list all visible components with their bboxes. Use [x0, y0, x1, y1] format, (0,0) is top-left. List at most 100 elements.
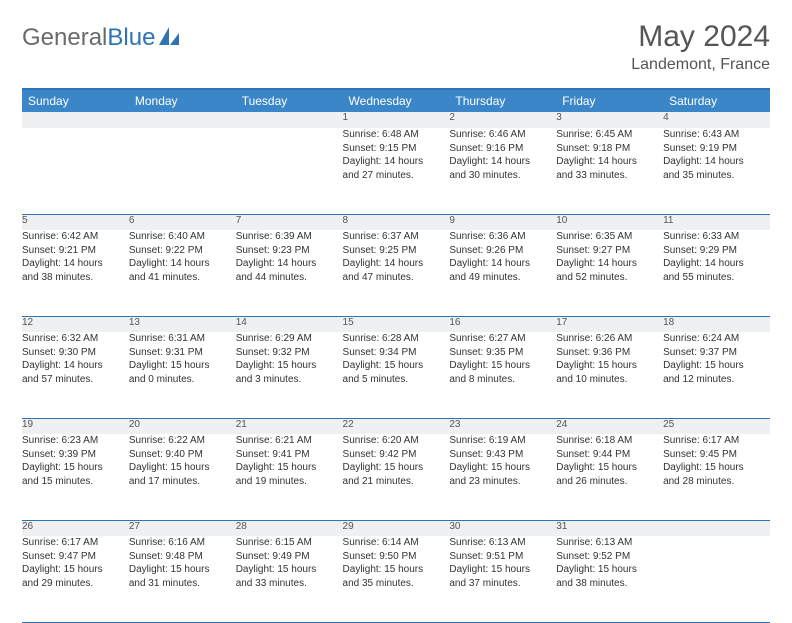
daylight-text: and 26 minutes. [556, 475, 663, 489]
daylight-text: and 28 minutes. [663, 475, 770, 489]
daylight-text: Daylight: 14 hours [22, 257, 129, 271]
daylight-text: Daylight: 15 hours [556, 461, 663, 475]
sunrise-text: Sunrise: 6:14 AM [343, 536, 450, 550]
daylight-text: and 5 minutes. [343, 373, 450, 387]
day-info-row: Sunrise: 6:48 AMSunset: 9:15 PMDaylight:… [22, 128, 770, 214]
daylight-text: and 35 minutes. [663, 169, 770, 183]
sunrise-text: Sunrise: 6:39 AM [236, 230, 343, 244]
day-info-cell: Sunrise: 6:42 AMSunset: 9:21 PMDaylight:… [22, 230, 129, 316]
daylight-text: and 15 minutes. [22, 475, 129, 489]
sunset-text: Sunset: 9:47 PM [22, 550, 129, 564]
day-info-cell: Sunrise: 6:36 AMSunset: 9:26 PMDaylight:… [449, 230, 556, 316]
daylight-text: and 3 minutes. [236, 373, 343, 387]
day-number-cell [129, 112, 236, 128]
daylight-text: Daylight: 15 hours [236, 359, 343, 373]
sunrise-text: Sunrise: 6:37 AM [343, 230, 450, 244]
daylight-text: Daylight: 14 hours [663, 257, 770, 271]
daylight-text: Daylight: 15 hours [449, 563, 556, 577]
sunset-text: Sunset: 9:49 PM [236, 550, 343, 564]
sunrise-text: Sunrise: 6:13 AM [556, 536, 663, 550]
sunset-text: Sunset: 9:50 PM [343, 550, 450, 564]
day-number-cell: 31 [556, 520, 663, 536]
day-info-cell: Sunrise: 6:40 AMSunset: 9:22 PMDaylight:… [129, 230, 236, 316]
daylight-text: Daylight: 15 hours [343, 563, 450, 577]
sunrise-text: Sunrise: 6:46 AM [449, 128, 556, 142]
day-info-cell: Sunrise: 6:46 AMSunset: 9:16 PMDaylight:… [449, 128, 556, 214]
month-title: May 2024 [631, 20, 770, 54]
sunrise-text: Sunrise: 6:29 AM [236, 332, 343, 346]
day-number-cell: 23 [449, 418, 556, 434]
weekday-header: Wednesday [343, 89, 450, 112]
day-number-cell: 13 [129, 316, 236, 332]
day-number-cell: 24 [556, 418, 663, 434]
sunrise-text: Sunrise: 6:18 AM [556, 434, 663, 448]
daylight-text: and 33 minutes. [236, 577, 343, 591]
daylight-text: and 31 minutes. [129, 577, 236, 591]
day-number-cell: 25 [663, 418, 770, 434]
daylight-text: Daylight: 15 hours [343, 461, 450, 475]
day-info-cell: Sunrise: 6:39 AMSunset: 9:23 PMDaylight:… [236, 230, 343, 316]
daylight-text: Daylight: 14 hours [343, 155, 450, 169]
daylight-text: and 38 minutes. [22, 271, 129, 285]
day-info-cell: Sunrise: 6:16 AMSunset: 9:48 PMDaylight:… [129, 536, 236, 622]
daylight-text: and 29 minutes. [22, 577, 129, 591]
day-number-cell: 22 [343, 418, 450, 434]
daylight-text: Daylight: 15 hours [556, 359, 663, 373]
sunset-text: Sunset: 9:32 PM [236, 346, 343, 360]
sunrise-text: Sunrise: 6:27 AM [449, 332, 556, 346]
day-info-cell: Sunrise: 6:13 AMSunset: 9:52 PMDaylight:… [556, 536, 663, 622]
sunset-text: Sunset: 9:31 PM [129, 346, 236, 360]
daylight-text: and 21 minutes. [343, 475, 450, 489]
daylight-text: Daylight: 15 hours [236, 563, 343, 577]
sunset-text: Sunset: 9:27 PM [556, 244, 663, 258]
day-info-cell: Sunrise: 6:17 AMSunset: 9:45 PMDaylight:… [663, 434, 770, 520]
sunset-text: Sunset: 9:19 PM [663, 142, 770, 156]
daylight-text: Daylight: 15 hours [129, 359, 236, 373]
day-number-cell: 3 [556, 112, 663, 128]
day-info-cell: Sunrise: 6:19 AMSunset: 9:43 PMDaylight:… [449, 434, 556, 520]
day-info-cell: Sunrise: 6:22 AMSunset: 9:40 PMDaylight:… [129, 434, 236, 520]
sunrise-text: Sunrise: 6:17 AM [663, 434, 770, 448]
day-info-row: Sunrise: 6:42 AMSunset: 9:21 PMDaylight:… [22, 230, 770, 316]
sunset-text: Sunset: 9:40 PM [129, 448, 236, 462]
daylight-text: and 52 minutes. [556, 271, 663, 285]
daylight-text: and 27 minutes. [343, 169, 450, 183]
day-info-cell: Sunrise: 6:27 AMSunset: 9:35 PMDaylight:… [449, 332, 556, 418]
daylight-text: Daylight: 14 hours [236, 257, 343, 271]
sunset-text: Sunset: 9:48 PM [129, 550, 236, 564]
day-number-cell: 8 [343, 214, 450, 230]
day-number-cell: 27 [129, 520, 236, 536]
sunrise-text: Sunrise: 6:13 AM [449, 536, 556, 550]
day-info-cell: Sunrise: 6:37 AMSunset: 9:25 PMDaylight:… [343, 230, 450, 316]
sunrise-text: Sunrise: 6:45 AM [556, 128, 663, 142]
weekday-header: Sunday [22, 89, 129, 112]
day-info-cell: Sunrise: 6:31 AMSunset: 9:31 PMDaylight:… [129, 332, 236, 418]
day-info-row: Sunrise: 6:17 AMSunset: 9:47 PMDaylight:… [22, 536, 770, 622]
daylight-text: and 44 minutes. [236, 271, 343, 285]
sunset-text: Sunset: 9:52 PM [556, 550, 663, 564]
sunset-text: Sunset: 9:39 PM [22, 448, 129, 462]
sunset-text: Sunset: 9:15 PM [343, 142, 450, 156]
daylight-text: and 8 minutes. [449, 373, 556, 387]
sunset-text: Sunset: 9:41 PM [236, 448, 343, 462]
weekday-header: Thursday [449, 89, 556, 112]
day-number-cell [236, 112, 343, 128]
daylight-text: and 23 minutes. [449, 475, 556, 489]
day-number-row: 567891011 [22, 214, 770, 230]
sunrise-text: Sunrise: 6:19 AM [449, 434, 556, 448]
day-number-cell: 10 [556, 214, 663, 230]
sunset-text: Sunset: 9:51 PM [449, 550, 556, 564]
header: GeneralBlue May 2024 Landemont, France [22, 20, 770, 74]
weekday-header-row: Sunday Monday Tuesday Wednesday Thursday… [22, 89, 770, 112]
day-info-cell: Sunrise: 6:24 AMSunset: 9:37 PMDaylight:… [663, 332, 770, 418]
day-number-row: 262728293031 [22, 520, 770, 536]
day-info-cell: Sunrise: 6:35 AMSunset: 9:27 PMDaylight:… [556, 230, 663, 316]
sunset-text: Sunset: 9:21 PM [22, 244, 129, 258]
day-number-cell: 18 [663, 316, 770, 332]
day-number-cell: 21 [236, 418, 343, 434]
sunrise-text: Sunrise: 6:33 AM [663, 230, 770, 244]
sunrise-text: Sunrise: 6:24 AM [663, 332, 770, 346]
calendar-table: Sunday Monday Tuesday Wednesday Thursday… [22, 88, 770, 623]
sunset-text: Sunset: 9:18 PM [556, 142, 663, 156]
day-info-cell: Sunrise: 6:26 AMSunset: 9:36 PMDaylight:… [556, 332, 663, 418]
